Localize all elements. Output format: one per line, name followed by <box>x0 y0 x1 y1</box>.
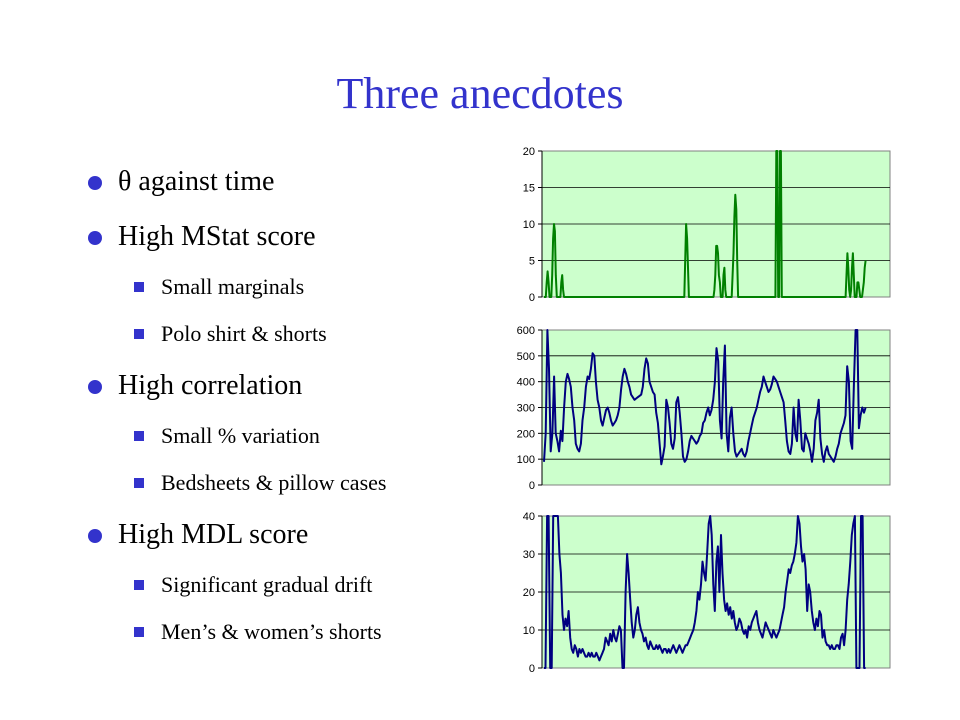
sub-bullet: Men’s & women’s shorts <box>88 615 488 662</box>
bullet-dot <box>88 380 102 394</box>
bullet-label: High correlation <box>118 370 303 401</box>
sub-bullet-label: Polo shirt & shorts <box>161 321 327 346</box>
theta-chart: 0 5 10 15 20 <box>500 143 900 305</box>
y-tick-label: 10 <box>523 219 535 231</box>
sub-bullet-label: Men’s & women’s shorts <box>161 619 382 644</box>
sub-bullet-label: Small marginals <box>161 274 305 299</box>
bullet-dot <box>88 529 102 543</box>
y-tick-label: 600 <box>517 325 535 337</box>
y-tick-label: 0 <box>529 480 535 492</box>
sub-bullet-square <box>134 627 144 637</box>
y-tick-label: 15 <box>523 183 535 195</box>
bullet-label: High MStat score <box>118 221 316 252</box>
y-tick-label: 30 <box>523 549 535 561</box>
sub-bullet-label: Bedsheets & pillow cases <box>161 470 387 495</box>
y-tick-label: 100 <box>517 454 535 466</box>
bullet-dot <box>88 231 102 245</box>
sub-bullet-square <box>134 580 144 590</box>
sub-bullet: Bedsheets & pillow cases <box>88 466 488 513</box>
bullet-correlation: High correlation <box>88 364 488 419</box>
y-tick-label: 200 <box>517 428 535 440</box>
bullet-mdl: High MDL score <box>88 513 488 568</box>
series-line <box>543 329 867 466</box>
y-tick-label: 0 <box>529 292 535 304</box>
correlation-chart: 0 100 200 300 400 500 600 <box>500 322 900 492</box>
y-tick-label: 10 <box>523 625 535 637</box>
slide-title: Three anecdotes <box>336 69 624 118</box>
bullet-theta: θ against time <box>88 160 488 215</box>
mdl-chart: 0 10 20 30 40 <box>500 508 900 678</box>
series-line <box>544 515 866 669</box>
y-tick-label: 20 <box>523 146 535 158</box>
sub-bullet-label: Small % variation <box>161 423 320 448</box>
y-tick-label: 500 <box>517 351 535 363</box>
sub-bullet-square <box>134 329 144 339</box>
sub-bullet-square <box>134 282 144 292</box>
bullet-list: θ against time High MStat score Small ma… <box>88 160 488 662</box>
y-tick-label: 300 <box>517 403 535 415</box>
bullet-dot <box>88 176 102 190</box>
bullet-label: High MDL score <box>118 519 309 550</box>
sub-bullet: Small % variation <box>88 419 488 466</box>
sub-bullet-label: Significant gradual drift <box>161 572 373 597</box>
sub-bullet: Small marginals <box>88 270 488 317</box>
y-tick-label: 400 <box>517 377 535 389</box>
sub-bullet: Significant gradual drift <box>88 568 488 615</box>
bullet-label: θ against time <box>118 166 275 197</box>
y-tick-label: 5 <box>529 256 535 268</box>
bullet-mstat: High MStat score <box>88 215 488 270</box>
sub-bullet-square <box>134 478 144 488</box>
y-tick-label: 40 <box>523 511 535 523</box>
y-tick-label: 20 <box>523 587 535 599</box>
series-line <box>543 150 867 298</box>
sub-bullet: Polo shirt & shorts <box>88 317 488 364</box>
y-tick-label: 0 <box>529 663 535 675</box>
sub-bullet-square <box>134 431 144 441</box>
